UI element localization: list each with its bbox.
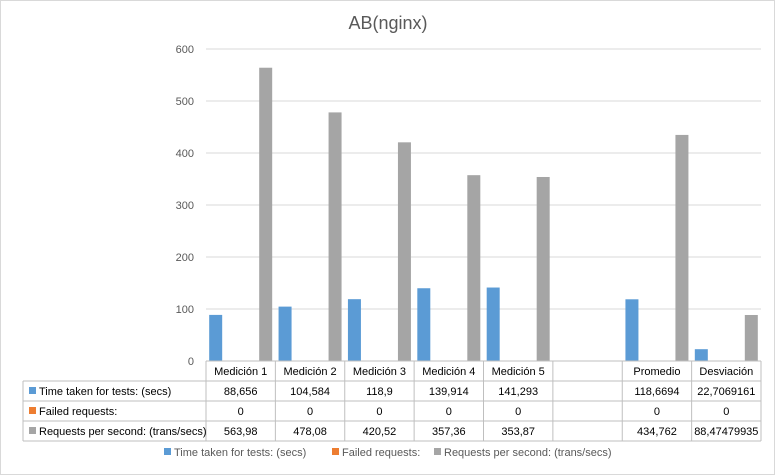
y-tick-label: 600 bbox=[176, 44, 194, 56]
legend: Time taken for tests: (secs) Failed reque… bbox=[164, 447, 612, 459]
data-label: 0 bbox=[307, 406, 313, 418]
bar bbox=[347, 299, 361, 361]
bar bbox=[694, 349, 708, 361]
table-legend-key bbox=[29, 427, 36, 434]
table-series-name: Requests per second: (trans/secs) bbox=[39, 426, 207, 438]
y-axis-ticks: 0 100 200 300 400 500 600 bbox=[176, 44, 194, 368]
bar bbox=[278, 306, 292, 361]
y-tick-label: 200 bbox=[176, 252, 194, 264]
bar bbox=[467, 175, 481, 361]
category-label: Medición 4 bbox=[422, 366, 475, 378]
data-label: 88,47479935 bbox=[694, 426, 758, 438]
bar bbox=[486, 287, 500, 361]
data-label: 104,584 bbox=[290, 386, 330, 398]
table-legend-key bbox=[29, 387, 36, 394]
data-label: 118,9 bbox=[366, 386, 393, 398]
category-label: Medición 5 bbox=[492, 366, 545, 378]
y-tick-label: 500 bbox=[176, 96, 194, 108]
bar bbox=[328, 112, 342, 361]
legend-label: Failed requests: bbox=[342, 447, 420, 459]
data-label: 141,293 bbox=[498, 386, 538, 398]
bar bbox=[417, 288, 431, 361]
bar bbox=[209, 314, 223, 361]
data-label: 353,87 bbox=[501, 426, 535, 438]
data-label: 478,08 bbox=[293, 426, 327, 438]
data-label: 118,6694 bbox=[634, 386, 679, 398]
legend-key bbox=[434, 448, 441, 455]
bar bbox=[397, 142, 411, 361]
data-label: 0 bbox=[446, 406, 452, 418]
data-label: 434,762 bbox=[637, 426, 677, 438]
data-label: 357,36 bbox=[432, 426, 466, 438]
y-tick-label: 0 bbox=[188, 356, 194, 368]
table-series-name: Failed requests: bbox=[39, 406, 117, 418]
data-table: Medición 1 Medición 2 Medición 3 Medición 4… bbox=[22, 360, 762, 442]
chart-title: AB(nginx) bbox=[348, 13, 427, 33]
gridlines bbox=[206, 48, 761, 362]
data-label: 0 bbox=[238, 406, 244, 418]
bar bbox=[536, 176, 550, 361]
data-label: 563,98 bbox=[224, 426, 258, 438]
category-label: Medición 1 bbox=[214, 366, 267, 378]
y-tick-label: 100 bbox=[176, 304, 194, 316]
bars bbox=[209, 67, 758, 361]
data-label: 0 bbox=[723, 406, 729, 418]
y-tick-label: 400 bbox=[176, 148, 194, 160]
data-label: 0 bbox=[654, 406, 660, 418]
data-label: 0 bbox=[376, 406, 382, 418]
data-label: 139,914 bbox=[429, 386, 469, 398]
legend-label: Time taken for tests: (secs) bbox=[174, 447, 306, 459]
category-label: Medición 2 bbox=[283, 366, 336, 378]
bar bbox=[625, 299, 639, 361]
legend-label: Requests per second: (trans/secs) bbox=[444, 447, 612, 459]
bar bbox=[675, 134, 689, 361]
data-label: 420,52 bbox=[363, 426, 397, 438]
bar bbox=[259, 67, 273, 361]
data-label: 0 bbox=[515, 406, 521, 418]
bar bbox=[744, 314, 758, 361]
category-label: Desviación bbox=[699, 366, 753, 378]
category-label: Medición 3 bbox=[353, 366, 406, 378]
data-label: 88,656 bbox=[224, 386, 258, 398]
y-tick-label: 300 bbox=[176, 200, 194, 212]
legend-key bbox=[164, 448, 171, 455]
table-legend-key bbox=[29, 407, 36, 414]
table-series-name: Time taken for tests: (secs) bbox=[39, 386, 171, 398]
legend-key bbox=[332, 448, 339, 455]
category-label: Promedio bbox=[633, 366, 680, 378]
data-label: 22,7069161 bbox=[697, 386, 755, 398]
